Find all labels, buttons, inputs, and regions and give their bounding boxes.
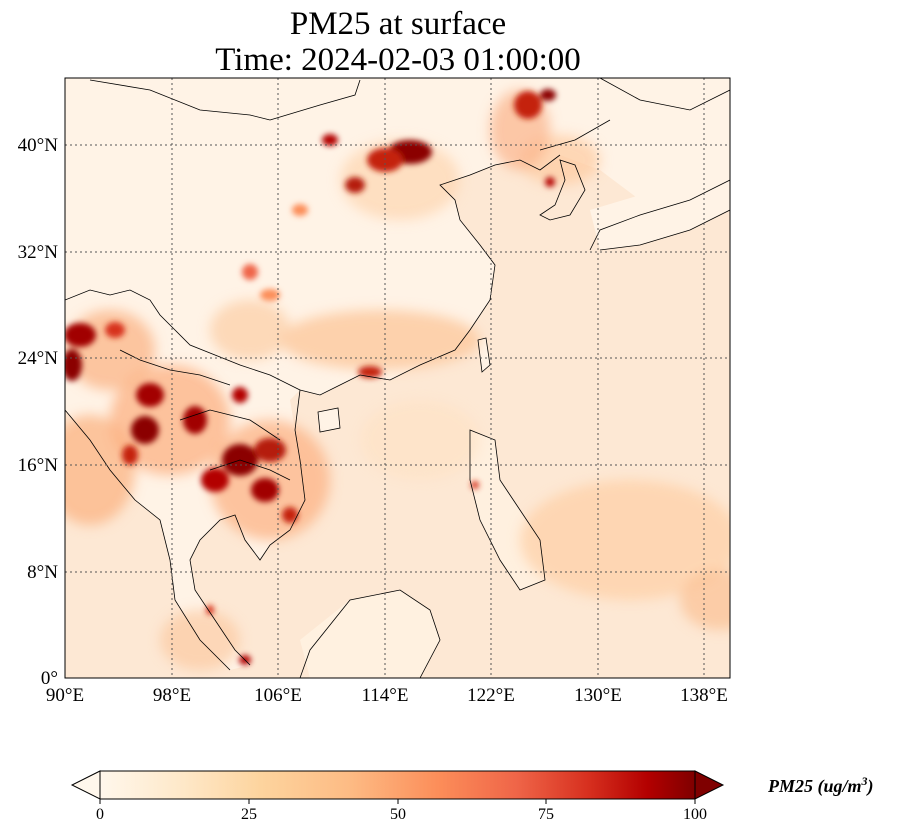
colorbar-tick-label: 0	[96, 806, 104, 823]
lat-tick-label: 8°N	[27, 562, 58, 583]
land-japan	[590, 150, 730, 250]
colorbar-extend-low	[70, 770, 101, 800]
land-hainan	[318, 408, 340, 432]
map-title: PM25 at surface	[289, 6, 507, 42]
colorbar-extend-high	[694, 770, 725, 800]
gridlines	[65, 78, 730, 678]
land-borneo	[300, 590, 440, 678]
lat-tick-label: 32°N	[17, 242, 58, 263]
lat-tick-label: 0°	[40, 668, 58, 689]
land-mainland-asia	[65, 78, 730, 670]
lon-tick-label: 90°E	[45, 685, 85, 706]
map-subtitle-time: Time: 2024-02-03 01:00:00	[215, 42, 581, 78]
colorbar-tick-label: 75	[538, 806, 554, 823]
lon-tick-label: 138°E	[680, 685, 728, 706]
lat-tick-label: 40°N	[17, 135, 58, 156]
map-frame	[64, 77, 731, 679]
lat-tick-label: 24°N	[17, 348, 58, 369]
coastlines	[65, 78, 730, 678]
lon-tick-label: 106°E	[254, 685, 302, 706]
lon-tick-label: 114°E	[361, 685, 409, 706]
pm25-field	[65, 78, 730, 678]
colorbar	[70, 770, 725, 804]
lon-tick-label: 130°E	[574, 685, 622, 706]
colorbar-label: PM25 (ug/m3)	[768, 774, 874, 796]
lat-tick-label: 16°N	[17, 455, 58, 476]
colorbar-gradient	[100, 771, 695, 799]
colorbar-tick-label: 100	[683, 806, 707, 823]
lon-tick-label: 122°E	[467, 685, 515, 706]
colorbar-tick-label: 25	[241, 806, 257, 823]
colorbar-tick-label: 50	[390, 806, 406, 823]
lon-tick-label: 98°E	[152, 685, 192, 706]
